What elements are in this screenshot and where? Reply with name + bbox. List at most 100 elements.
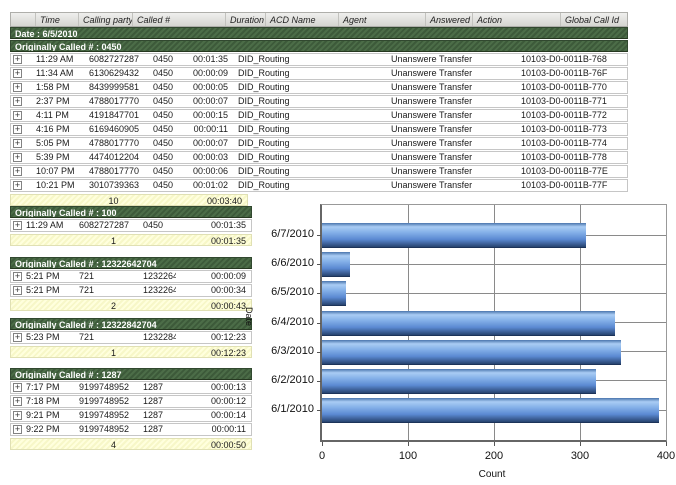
expand-icon[interactable]: +: [13, 167, 22, 176]
y-axis-tick: [317, 410, 321, 411]
calling-party-cell: 6169460905: [89, 124, 140, 134]
global-call-id-cell: 10103-D0-0011B-774: [521, 138, 607, 148]
y-axis-tick-label: 6/2/2010: [271, 373, 314, 386]
called-group-band: Originally Called # : 100: [10, 206, 252, 218]
expand-icon[interactable]: +: [13, 333, 22, 342]
called-cell: 0450: [153, 82, 174, 92]
x-axis-tick-label: 200: [484, 450, 504, 462]
global-call-id-cell: 10103-D0-0011B-772: [521, 110, 607, 120]
table-row: + 5:05 PM 4788017770 0450 00:00:07 DID_R…: [10, 137, 628, 150]
y-axis-tick: [317, 235, 321, 236]
expand-icon[interactable]: +: [13, 153, 22, 162]
y-axis-tick: [317, 351, 321, 353]
x-axis-tick-label: 0: [318, 450, 326, 462]
table-row: + 10:07 PM 4788017770 0450 00:00:06 DID_…: [10, 165, 628, 178]
y-axis-tick-label: 6/3/2010: [271, 344, 314, 357]
expand-icon[interactable]: +: [13, 83, 22, 92]
duration-cell: 00:00:03: [192, 152, 228, 162]
calling-party-cell: 4788017770: [89, 96, 140, 106]
table-row: + 7:18 PM 9199748952 1287 00:00:12: [10, 395, 252, 408]
expand-icon[interactable]: +: [13, 221, 22, 230]
expand-icon[interactable]: +: [13, 111, 22, 120]
called-cell: 1287: [143, 382, 164, 392]
y-axis-tick: [317, 293, 321, 295]
action-cell: Transfer: [439, 124, 473, 134]
agent-cell: [341, 138, 389, 149]
x-axis-title: Count: [478, 469, 506, 480]
answered-cell: Unanswered: [391, 54, 437, 64]
agent-cell: [341, 96, 389, 107]
expand-icon[interactable]: +: [13, 411, 22, 420]
table-row: + 9:21 PM 9199748952 1287 00:00:14: [10, 409, 252, 422]
duration-cell: 00:00:15: [192, 110, 228, 120]
global-call-id-cell: 10103-D0-0011B-773: [521, 124, 607, 134]
table-row: + 9:22 PM 9199748952 1287 00:00:11: [10, 423, 252, 436]
expand-icon[interactable]: +: [13, 425, 22, 434]
answered-cell: Unanswered: [391, 82, 437, 92]
category-gridline: [322, 263, 666, 265]
calling-party-cell: 6082727287: [79, 220, 130, 230]
summary-count: 4: [110, 440, 116, 450]
y-axis-tick-label: 6/1/2010: [271, 403, 314, 415]
calling-party-cell: 4788017770: [89, 138, 140, 148]
table-header-row: Time Calling party # Called # Duration A…: [10, 12, 628, 27]
summary-total-duration: 00:00:50: [210, 440, 246, 450]
duration-cell: 00:00:11: [211, 424, 246, 434]
called-group-band: Originally Called # : 0450: [10, 40, 628, 52]
called-cell: 0450: [153, 68, 174, 78]
y-axis-tick-label: 6/4/2010: [271, 315, 314, 328]
acd-name-cell: DID_Routing: [238, 68, 290, 78]
x-axis-tick: [408, 442, 409, 446]
table-row: + 11:34 AM 6130629432 0450 00:00:09 DID_…: [10, 67, 628, 80]
table-row: + 2:37 PM 4788017770 0450 00:00:07 DID_R…: [10, 95, 628, 108]
duration-cell: 00:01:02: [192, 180, 228, 190]
duration-cell: 00:00:13: [210, 382, 246, 392]
table-row: + 5:21 PM 721 12322642704 00:00:34: [10, 284, 252, 297]
expand-icon[interactable]: +: [13, 272, 22, 281]
calling-party-cell: 721: [79, 332, 95, 342]
time-cell: 11:29 AM: [36, 54, 74, 64]
bar-6/4/2010: [322, 310, 616, 336]
agent-cell: [341, 68, 389, 79]
time-cell: 7:18 PM: [26, 396, 60, 406]
y-axis-tick-label: 6/7/2010: [271, 228, 314, 240]
duration-cell: 00:00:09: [192, 68, 228, 78]
group-section: Originally Called # : 1287 + 7:17 PM 919…: [10, 368, 252, 450]
expand-icon[interactable]: +: [13, 383, 22, 392]
summary-total-duration: 00:01:35: [210, 236, 246, 246]
duration-cell: 00:00:11: [193, 124, 228, 134]
expand-icon[interactable]: +: [13, 55, 22, 64]
calling-party-cell: 4788017770: [89, 166, 140, 176]
summary-total-duration: 00:12:23: [210, 348, 246, 358]
table-row: + 4:11 PM 4191847701 0450 00:00:15 DID_R…: [10, 109, 628, 122]
x-axis-tick: [322, 442, 323, 446]
expand-icon[interactable]: +: [13, 181, 22, 190]
expand-icon[interactable]: +: [13, 286, 22, 295]
expand-icon[interactable]: +: [13, 97, 22, 106]
expand-icon[interactable]: +: [13, 69, 22, 78]
category-gridline: [322, 292, 666, 294]
expand-icon[interactable]: +: [13, 125, 22, 134]
bar-6/5/2010: [322, 281, 347, 307]
action-cell: Transfer: [439, 166, 473, 176]
acd-name-cell: DID_Routing: [238, 138, 290, 148]
calling-party-cell: 4191847701: [89, 110, 140, 120]
called-cell: 0450: [153, 110, 174, 120]
expand-icon[interactable]: +: [13, 139, 22, 148]
group-summary-row: 4 00:00:50: [10, 438, 252, 450]
calling-party-cell: 4474012204: [89, 152, 140, 162]
expand-icon[interactable]: +: [13, 397, 22, 406]
calling-party-cell: 3010739363: [89, 180, 140, 190]
y-axis-tick: [317, 380, 321, 382]
bar-6/1/2010: [322, 398, 660, 423]
table-row: + 5:23 PM 721 12322842704 00:12:23: [10, 331, 252, 344]
agent-cell: [341, 180, 389, 191]
table-row: + 5:21 PM 721 12322642704 00:00:09: [10, 270, 252, 283]
acd-name-cell: DID_Routing: [238, 124, 290, 134]
acd-name-cell: DID_Routing: [238, 166, 290, 176]
duration-cell: 00:00:12: [210, 396, 246, 406]
duration-cell: 00:00:06: [192, 166, 228, 176]
action-cell: Transfer: [439, 82, 473, 92]
called-group-band: Originally Called # : 12322642704: [10, 257, 252, 269]
